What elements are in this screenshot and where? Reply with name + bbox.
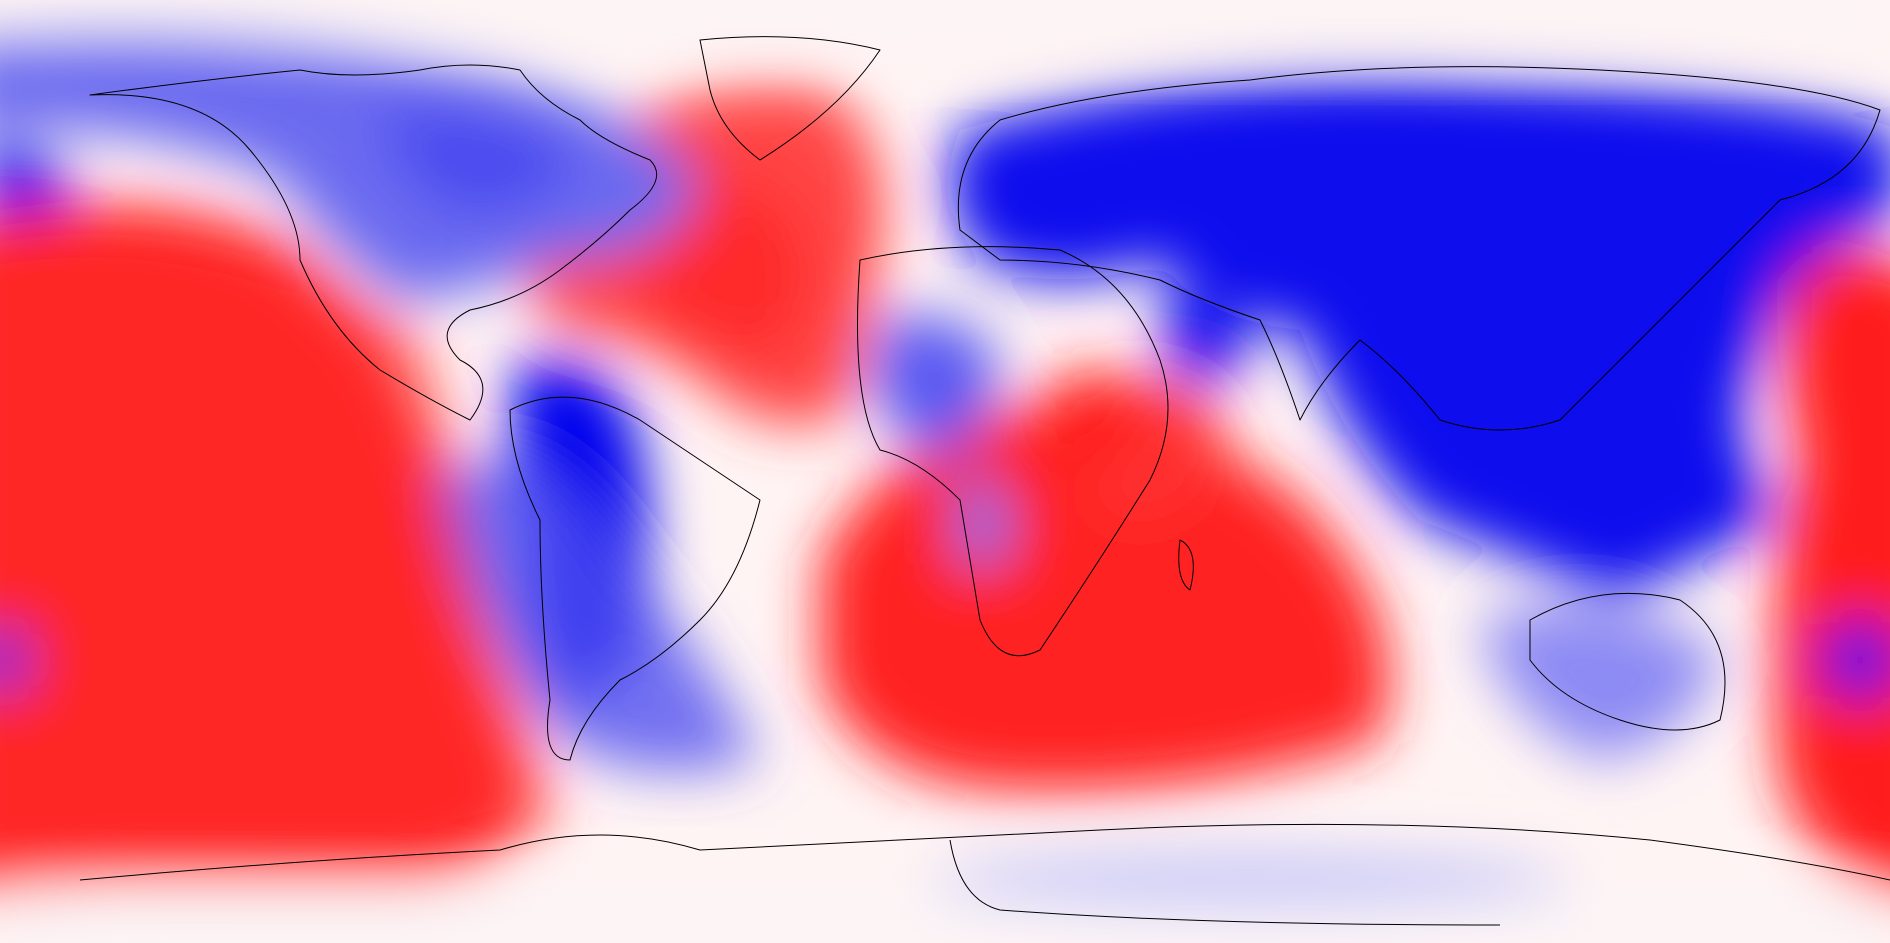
blue-region <box>0 33 700 300</box>
blue-region <box>1820 620 1890 700</box>
blue-region <box>0 141 80 213</box>
madagascar <box>1178 539 1194 591</box>
antarctic-band <box>0 895 1890 943</box>
antarctica-interior <box>949 839 1501 926</box>
north-america <box>89 64 658 421</box>
eurasia <box>957 66 1881 431</box>
blue-region <box>1480 605 1720 760</box>
south-america <box>509 396 761 761</box>
africa <box>857 246 1169 657</box>
blue-region <box>380 108 580 212</box>
australia <box>1529 592 1726 731</box>
blue-region <box>930 852 1570 908</box>
arctic-band <box>0 0 1890 40</box>
red-region <box>0 236 560 894</box>
blue-region <box>948 75 1890 600</box>
red-region <box>1050 371 1150 465</box>
blue-region <box>440 457 760 772</box>
blue-region <box>0 630 30 690</box>
antarctica <box>79 823 1890 881</box>
blue-region <box>870 315 1000 460</box>
blue-region <box>1160 298 1250 383</box>
red-region <box>1773 251 1890 893</box>
greenland <box>699 36 881 161</box>
blue-region <box>960 478 1010 567</box>
coastlines <box>79 36 1890 926</box>
